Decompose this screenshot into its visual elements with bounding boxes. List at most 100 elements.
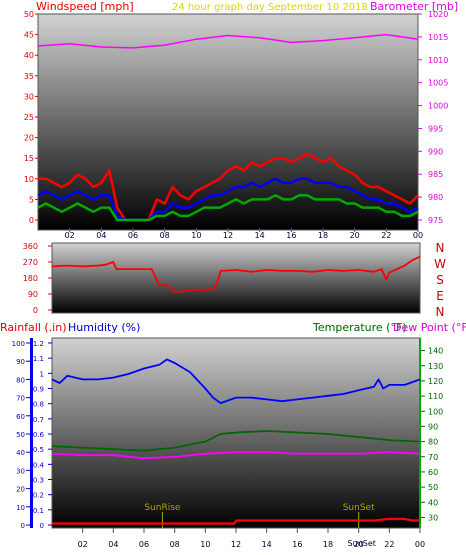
- series-windspeed-gust: [38, 152, 419, 222]
- wind-x-tick-label: 06: [128, 231, 138, 240]
- baro-tick-label: 975: [428, 216, 443, 225]
- wind-tick-label: 20: [24, 134, 34, 143]
- rain-tick-label: 0.3: [33, 477, 44, 485]
- conditions-series: [51, 358, 421, 525]
- compass-label: S: [436, 273, 444, 287]
- barometer-axis-label: Barometer [mb]: [370, 0, 458, 13]
- humidity-tick-label: 30: [16, 467, 25, 475]
- direction-plot-area: [51, 242, 421, 314]
- wind-tick-label: 45: [24, 31, 34, 40]
- direction-series: [51, 255, 421, 294]
- temperature-axis-label: Temperature (°F): [312, 321, 407, 334]
- humidity-tick-label: 50: [16, 431, 25, 439]
- conditions-x-tick-label: 14: [262, 540, 272, 549]
- conditions-x-tick-label: 06: [139, 540, 149, 549]
- rain-ticks: 0 0.1 0.2 0.3 0.4 0.5 0.6 0.7 0.8 0.9 1 1.1 1.2: [33, 340, 52, 530]
- wind-left-ticks: 0 5 10 15 20 25 30 35 40 45 50: [24, 10, 38, 225]
- series-humidity: [51, 358, 421, 405]
- temperature-tick-label: 130: [428, 362, 443, 371]
- baro-tick-label: 995: [428, 124, 443, 133]
- wind-tick-label: 30: [24, 92, 34, 101]
- baro-tick-label: 1020: [428, 10, 448, 19]
- rain-axis-bar: [30, 338, 33, 528]
- baro-tick-label: 1000: [428, 102, 448, 111]
- wind-tick-label: 10: [24, 175, 34, 184]
- wind-series: [37, 33, 419, 222]
- temperature-tick-label: 60: [428, 468, 438, 477]
- wind-tick-label: 0: [29, 216, 34, 225]
- rain-tick-label: 0.9: [33, 386, 44, 394]
- wind-plot-area: [37, 13, 419, 231]
- series-barometer: [37, 33, 419, 49]
- wind-x-tick-label: 02: [65, 231, 75, 240]
- humidity-tick-label: 10: [16, 504, 25, 512]
- series-windspeed: [37, 194, 419, 222]
- compass-label: N: [436, 305, 445, 319]
- temperature-axis-bar: [419, 338, 421, 528]
- temperature-tick-label: 50: [428, 483, 438, 492]
- temperature-tick-label: 110: [428, 392, 443, 401]
- humidity-tick-label: 20: [16, 486, 25, 494]
- direction-tick-label: 270: [23, 258, 38, 267]
- direction-degree-ticks: 0 90 180 270 360: [23, 242, 52, 315]
- temperature-tick-label: 30: [428, 513, 438, 522]
- series-dew-point: [51, 451, 421, 460]
- temperature-tick-label: 100: [428, 407, 443, 416]
- conditions-x-tick-label: 12: [231, 540, 241, 549]
- series-temperature: [51, 430, 421, 452]
- compass-label: W: [434, 257, 446, 271]
- series-rainfall: [52, 517, 420, 525]
- rain-tick-label: 0.5: [33, 446, 44, 454]
- baro-tick-label: 1015: [428, 33, 448, 42]
- temperature-tick-label: 90: [428, 422, 438, 431]
- sun-annotation: SunSet: [348, 539, 376, 548]
- compass-label: N: [436, 241, 445, 255]
- direction-tick-label: 180: [23, 274, 38, 283]
- rain-tick-label: 0.1: [33, 507, 44, 515]
- temperature-tick-label: 140: [428, 347, 443, 356]
- rain-tick-label: 0.8: [33, 401, 44, 409]
- wind-x-tick-label: 12: [223, 231, 233, 240]
- humidity-tick-label: 100: [12, 340, 25, 348]
- temperature-ticks: 30 40 50 60 70 80 90 100 110 120 130 140: [421, 347, 443, 522]
- rain-tick-label: 0.6: [33, 431, 45, 439]
- direction-tick-label: 0: [33, 306, 38, 315]
- humidity-tick-label: 0: [21, 522, 25, 530]
- conditions-x-tick-label: 00: [415, 540, 425, 549]
- wind-tick-label: 15: [24, 154, 34, 163]
- conditions-x-tick-label: 16: [292, 540, 302, 549]
- temperature-tick-label: 70: [428, 453, 438, 462]
- rain-tick-label: 1: [40, 370, 44, 378]
- wind-x-tick-label: 20: [350, 231, 360, 240]
- series-wind-direction: [51, 255, 421, 294]
- wind-tick-label: 50: [24, 10, 34, 19]
- sun-annotation: SunRise: [144, 503, 181, 513]
- conditions-x-tick-label: 10: [200, 540, 210, 549]
- wind-axis-label: Windspeed [mph]: [36, 0, 134, 13]
- conditions-x-tick-label: 02: [78, 540, 88, 549]
- wind-tick-label: 25: [24, 113, 34, 122]
- rainfall-axis-label: Rainfall (.in): [0, 321, 67, 334]
- barometer-right-ticks: 975 980 985 990 995 1000 1005 1010 1015 1020: [418, 10, 448, 225]
- chart-title: 24 hour graph day September 10 2018: [172, 2, 368, 13]
- baro-tick-label: 1010: [428, 56, 448, 65]
- humidity-axis-label: Humidity (%): [68, 321, 140, 334]
- wind-tick-label: 5: [29, 195, 34, 204]
- temperature-tick-label: 40: [428, 498, 438, 507]
- rain-tick-label: 0.7: [33, 416, 44, 424]
- baro-tick-label: 980: [428, 193, 443, 202]
- temperature-tick-label: 120: [428, 377, 443, 386]
- series-windspeed-average: [37, 177, 419, 222]
- sun-annotation: SunSet: [343, 503, 375, 513]
- wind-x-tick-label: 04: [96, 231, 106, 240]
- baro-tick-label: 1005: [428, 79, 448, 88]
- humidity-tick-label: 70: [16, 395, 25, 403]
- humidity-tick-label: 90: [16, 358, 25, 366]
- wind-x-tick-label: 18: [318, 231, 328, 240]
- baro-tick-label: 985: [428, 170, 443, 179]
- direction-tick-label: 360: [23, 242, 38, 251]
- wind-x-ticks: 02 04 06 08 10 12 14 16 18 20 22 00: [65, 228, 423, 240]
- conditions-x-tick-label: 04: [108, 540, 118, 549]
- rain-tick-label: 1.2: [33, 340, 44, 348]
